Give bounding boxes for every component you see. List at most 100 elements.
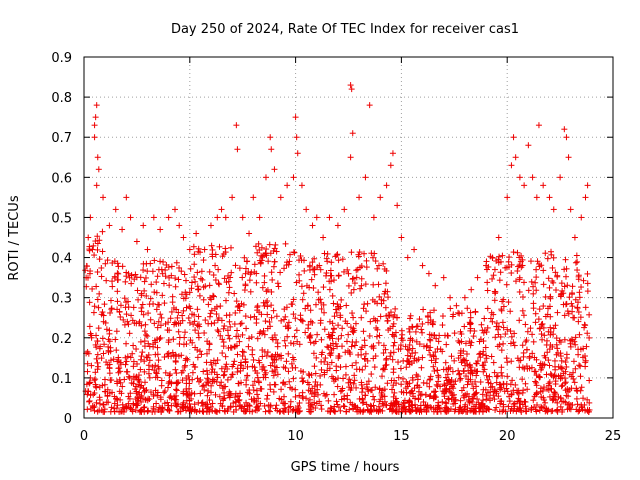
data-point [569,303,576,310]
data-point [281,337,288,344]
data-point [374,326,381,333]
data-point [145,310,152,317]
data-point [232,399,239,406]
data-point [464,361,471,368]
data-point [485,379,492,386]
data-point [374,265,381,272]
data-point [499,252,506,259]
data-point [154,392,161,399]
data-point [374,317,381,324]
data-point [272,367,279,374]
data-point [345,379,352,386]
data-point [417,402,424,409]
data-point [504,326,511,333]
data-point [559,287,566,294]
data-point [86,379,93,386]
data-point [265,407,272,414]
data-point [427,344,434,351]
data-point [521,182,528,189]
data-point [260,363,267,370]
data-point [541,332,548,339]
data-point [219,402,226,409]
data-point [324,361,331,368]
data-point [538,331,545,338]
data-point [353,338,360,345]
data-point [294,150,301,157]
data-point [539,320,546,327]
data-point [154,389,161,396]
data-point [333,252,340,259]
data-point [496,341,503,348]
data-point [520,349,527,356]
data-point [84,263,91,270]
data-point [499,298,506,305]
data-point [173,320,180,327]
data-point [112,206,119,213]
data-point [529,331,536,338]
data-point [225,332,232,339]
data-point [172,319,179,326]
data-point [584,330,591,337]
data-point [580,395,587,402]
data-point [496,277,503,284]
data-point [461,394,468,401]
data-point [361,337,368,344]
data-point [92,376,99,383]
data-point [86,247,93,254]
data-point [176,222,183,229]
data-point [439,398,446,405]
data-point [346,376,353,383]
data-point [186,246,193,253]
data-point [536,306,543,313]
data-point [491,266,498,273]
data-point [548,408,555,415]
data-point [92,369,99,376]
data-point [211,319,218,326]
data-point [314,391,321,398]
data-point [298,283,305,290]
data-point [578,214,585,221]
data-point [582,357,589,364]
data-point [584,396,591,403]
data-point [179,377,186,384]
data-point [274,340,281,347]
data-point [261,331,268,338]
data-point [178,268,185,275]
data-point [141,368,148,375]
data-point [256,257,263,264]
data-point [519,307,526,314]
data-point [387,402,394,409]
data-point [272,405,279,412]
data-point [261,303,268,310]
data-point [271,258,278,265]
data-point [382,346,389,353]
data-point [273,402,280,409]
data-point [142,274,149,281]
data-point [457,328,464,335]
data-point [555,373,562,380]
data-point [251,313,258,320]
data-point [544,311,551,318]
data-point [191,363,198,370]
data-point [380,297,387,304]
data-point [246,277,253,284]
data-point [461,323,468,330]
data-point [342,371,349,378]
data-point [133,402,140,409]
data-point [218,379,225,386]
data-point [216,281,223,288]
data-point [191,318,198,325]
data-point [161,354,168,361]
data-point [503,355,510,362]
data-point [303,206,310,213]
data-point [308,276,315,283]
data-point [239,274,246,281]
data-point [113,347,120,354]
data-point [381,393,388,400]
data-point [455,355,462,362]
data-point [120,408,127,415]
data-point [309,401,316,408]
data-point [370,393,377,400]
data-point [495,323,502,330]
data-point [93,182,100,189]
